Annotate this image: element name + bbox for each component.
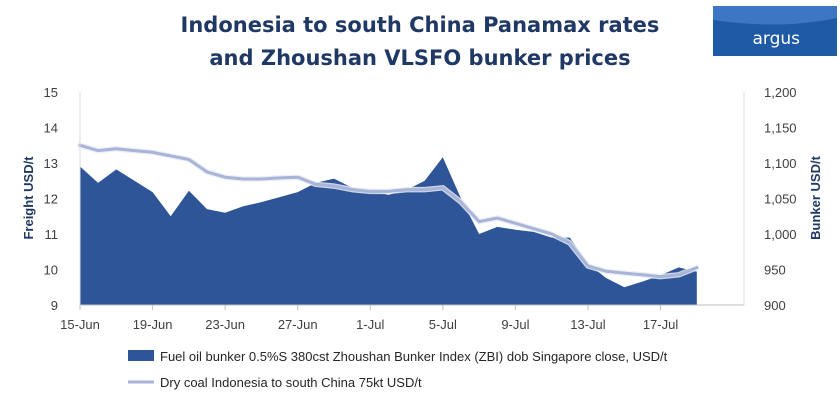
x-tick-label: 15-Jun [60,317,100,332]
right-tick-label: 900 [764,298,786,313]
left-tick-label: 10 [44,263,58,278]
left-tick-label: 14 [44,121,58,136]
x-tick-label: 13-Jul [570,317,606,332]
left-tick-label: 15 [44,85,58,100]
left-tick-label: 11 [45,227,59,242]
x-axis: 15-Jun 19-Jun 23-Jun 27-Jun 1-Jul 5-Jul 9-Jul 1… [60,304,744,332]
left-tick-label: 13 [44,156,58,171]
right-tick-label: 950 [764,263,786,278]
x-tick-label: 23-Jun [205,317,245,332]
right-tick-label: 1,150 [764,121,797,136]
right-axis-title: Bunker USD/t [808,155,823,239]
coal-line [78,143,699,279]
x-tick-label: 27-Jun [278,317,318,332]
legend-label-coal: Dry coal Indonesia to south China 75kt U… [160,375,422,390]
right-y-axis: 900 950 1,000 1,050 1,100 1,150 1,200 [743,85,797,313]
left-tick-label: 12 [44,192,58,207]
right-tick-label: 1,050 [764,192,797,207]
left-y-axis: 9 10 11 12 13 14 15 [44,85,81,313]
legend-swatch-bunker [128,350,154,361]
x-tick-label: 17-Jul [643,317,679,332]
legend: Fuel oil bunker 0.5%S 380cst Zhoushan Bu… [128,349,668,390]
right-tick-label: 1,200 [764,85,797,100]
x-tick-label: 19-Jun [133,317,173,332]
right-tick-label: 1,100 [764,156,797,171]
plot-area [77,142,700,305]
argus-logo: argus [713,6,837,56]
right-tick-label: 1,000 [764,227,797,242]
bunker-area [80,157,697,305]
chart-title-line-1: Indonesia to south China Panamax rates [181,13,660,37]
x-tick-label: 9-Jul [501,317,529,332]
left-tick-label: 9 [51,298,58,313]
x-tick-label: 5-Jul [429,317,457,332]
x-tick-label: 1-Jul [356,317,384,332]
legend-label-bunker: Fuel oil bunker 0.5%S 380cst Zhoushan Bu… [160,349,668,364]
logo-text: argus [752,29,800,49]
logo-swoosh [713,6,837,25]
chart-title-line-2: and Zhoushan VLSFO bunker prices [209,46,630,70]
left-axis-title: Freight USD/t [21,156,36,240]
